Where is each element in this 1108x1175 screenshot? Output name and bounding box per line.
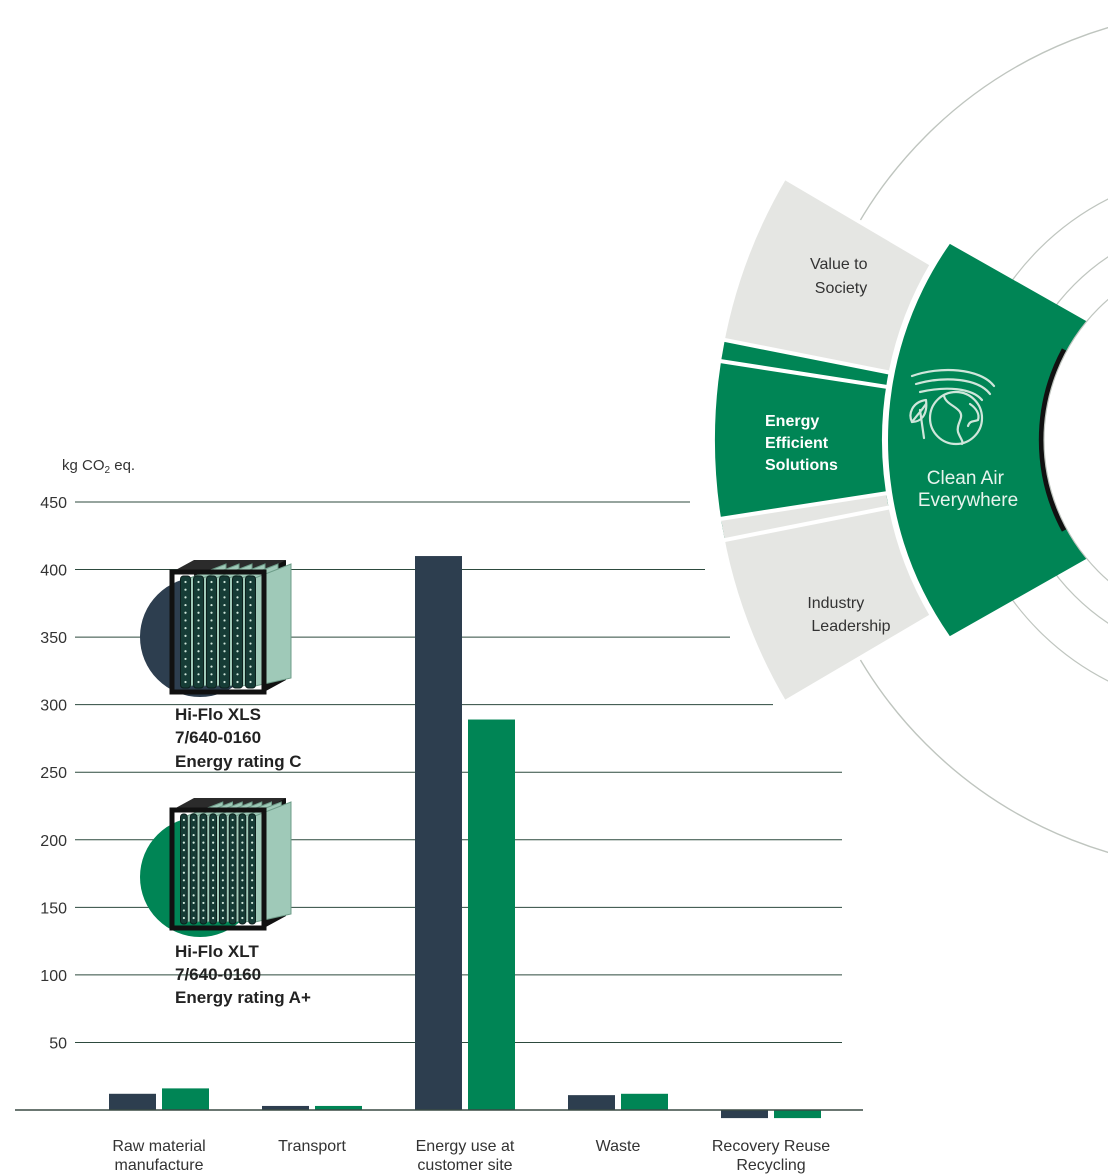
wheel-center-ring xyxy=(1043,298,1108,582)
wheel-segment-divider xyxy=(722,505,891,543)
wheel-segment-divider xyxy=(718,358,889,390)
bar xyxy=(415,556,462,1110)
wheel-segment-divider xyxy=(783,175,933,267)
x-tick-label: Recovery Reuse Recycling xyxy=(712,1138,830,1174)
y-tick-labels: 50 100 150 200 250 300 350 400 450 xyxy=(40,495,67,1052)
wheel-segment-industry-leadership xyxy=(721,493,931,702)
wheel-segment-energy-efficient-solutions xyxy=(715,339,889,541)
wheel-segment-value-to-society xyxy=(721,178,931,387)
pocket-filter-icon xyxy=(169,798,292,931)
y-tick-label: 100 xyxy=(40,968,67,985)
pocket-filter-icon xyxy=(169,560,292,695)
y-tick-label: 450 xyxy=(40,495,67,512)
x-tick-label: Waste xyxy=(596,1138,641,1155)
y-tick-label: 200 xyxy=(40,833,67,850)
y-tick-label: 400 xyxy=(40,563,67,580)
product-callout-xlt: Hi-Flo XLT 7/640-0160 Energy rating A+ xyxy=(140,798,311,1007)
bar xyxy=(315,1105,362,1110)
bar xyxy=(468,719,515,1110)
wheel-segment-label-society: Value to Society xyxy=(810,256,872,297)
wheel-center-label: Clean Air Everywhere xyxy=(918,468,1018,511)
wheel-segments xyxy=(715,175,933,705)
wheel-center xyxy=(1044,299,1108,581)
y-tick-label: 250 xyxy=(40,765,67,782)
product-label-xlt: Hi-Flo XLT 7/640-0160 Energy rating A+ xyxy=(175,942,311,1007)
x-tick-label: Energy use at customer site xyxy=(416,1138,515,1174)
wheel-segment-divider xyxy=(722,337,891,375)
product-callout-xls: Hi-Flo XLS 7/640-0160 Energy rating C xyxy=(140,560,302,771)
wheel-segment-label-energy: Energy Efficient Solutions xyxy=(765,413,838,474)
globe-wind-leaf-icon xyxy=(909,368,996,446)
wheel-core xyxy=(888,243,1108,637)
wheel-segment-divider xyxy=(718,490,889,522)
bar xyxy=(774,1110,821,1119)
bars xyxy=(109,556,821,1119)
product-label-xls: Hi-Flo XLS 7/640-0160 Energy rating C xyxy=(175,705,302,771)
bar xyxy=(262,1105,309,1110)
bar xyxy=(109,1093,156,1110)
y-tick-label: 350 xyxy=(40,630,67,647)
x-tick-label: Transport xyxy=(278,1138,346,1155)
wheel-segment-label-industry: Industry Leadership xyxy=(807,595,890,635)
y-tick-label: 150 xyxy=(40,900,67,917)
x-tick-labels: Raw material manufacture Transport Energy u… xyxy=(112,1138,830,1174)
bar xyxy=(721,1110,768,1119)
wheel-inner-shadow xyxy=(1038,348,1069,532)
y-tick-label: 300 xyxy=(40,698,67,715)
bar xyxy=(621,1093,668,1110)
sustainability-wheel: Clean Air Everywhere Value to Society En… xyxy=(715,27,1108,853)
wheel-core-ring xyxy=(888,243,1102,637)
y-axis-label: kg CO2 eq. xyxy=(62,457,135,476)
y-tick-label: 50 xyxy=(49,1035,67,1052)
bar xyxy=(162,1088,209,1110)
wheel-segment-divider xyxy=(783,613,933,705)
bar xyxy=(568,1095,615,1110)
x-tick-label: Raw material manufacture xyxy=(112,1138,205,1174)
